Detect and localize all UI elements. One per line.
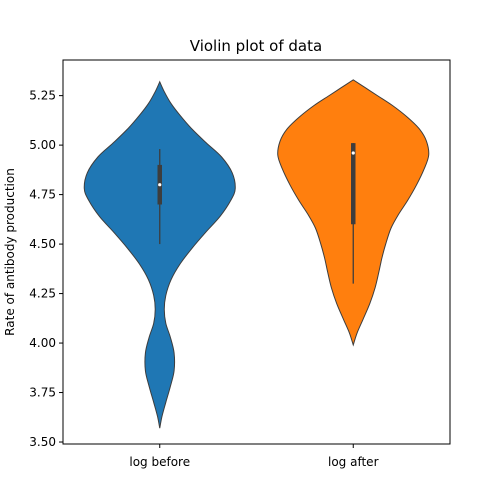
violin-median (352, 151, 355, 154)
chart-title: Violin plot of data (190, 37, 322, 55)
y-tick-label: 5.25 (29, 89, 56, 103)
y-axis: 3.50 3.75 4.00 4.25 4.50 4.75 5.00 5.25 (29, 89, 63, 449)
violins (84, 80, 429, 428)
y-tick-label: 4.50 (29, 237, 56, 251)
y-tick-label: 5.00 (29, 138, 56, 152)
violin-body (84, 82, 235, 428)
y-tick-label: 3.50 (29, 435, 56, 449)
y-tick-label: 3.75 (29, 386, 56, 400)
y-tick-label: 4.25 (29, 287, 56, 301)
y-tick-label: 4.75 (29, 188, 56, 202)
x-axis: log before log after (129, 444, 378, 469)
violin-median (158, 183, 161, 186)
x-tick-label: log after (328, 455, 379, 469)
y-tick-label: 4.00 (29, 336, 56, 350)
x-tick-label: log before (129, 455, 190, 469)
y-axis-label: Rate of antibody production (3, 168, 17, 336)
